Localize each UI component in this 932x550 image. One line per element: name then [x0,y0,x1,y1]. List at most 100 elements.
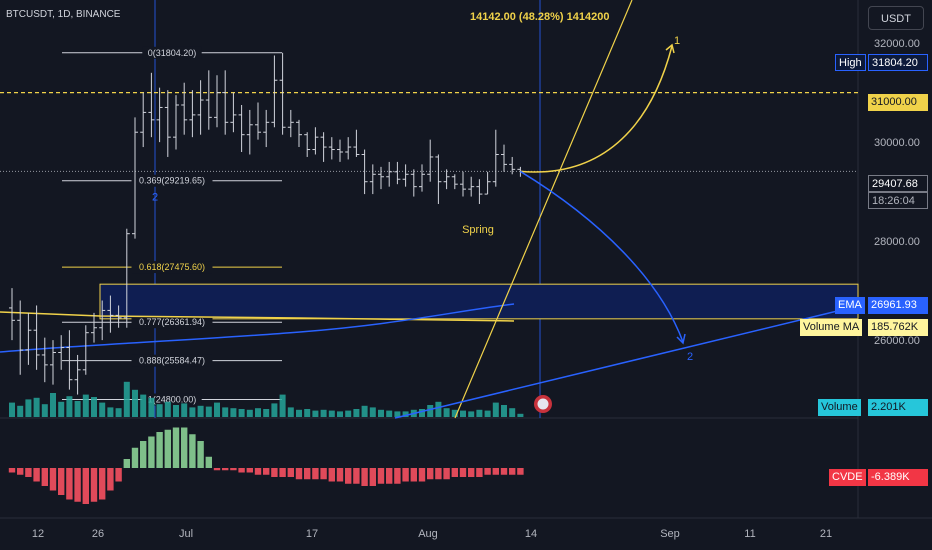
volume-bar [345,410,352,417]
cvde-bar [99,468,106,500]
volume-bar [304,409,311,417]
ohlc-bar [9,288,15,341]
ohlc-bar [361,149,368,195]
volume-bar [164,401,171,417]
ohlc-bar [123,228,130,328]
cvde-bar [156,432,163,468]
ohlc-bar [50,340,56,385]
ohlc-bar [214,75,220,128]
cvde-value: -6.389K [868,469,928,486]
ohlc-bar [156,87,163,143]
volume-bar [205,406,212,417]
ohlc-bar [402,164,409,187]
cvde-bar [230,468,237,471]
volume-bar [320,409,327,417]
cvde-bar [476,468,483,477]
ema-tag: EMA [835,297,865,314]
fib-label-bg [142,393,202,406]
volume-bar [9,402,15,417]
cvde-bar [468,468,475,477]
cvde-bar [58,468,65,495]
volume-bar [148,397,155,417]
volume-bar [91,397,97,417]
cvde-bar [49,468,57,491]
volume-bar [255,408,261,417]
fib-label-bg [131,174,213,187]
ohlc-bar [74,354,81,395]
volume-bar [361,405,368,417]
cvde-bar [402,468,409,482]
cvde-bar [459,468,467,477]
cvde-bar [361,468,368,486]
currency-button[interactable]: USDT [868,6,924,30]
cvde-bar [213,468,221,471]
cvde-bar [140,441,147,468]
ohlc-bar [115,305,122,328]
current-price-tag: 29407.68 [868,175,928,192]
volume-ma-tag: Volume MA [800,319,863,336]
ohlc-bar [255,102,261,140]
ohlc-bar [320,132,327,162]
cvde-bar [66,468,73,500]
volume-bar [115,408,122,417]
cvde-bar [386,468,393,484]
cvde-bar [197,441,204,468]
volume-bar [132,389,138,417]
volume-bar [287,407,294,417]
volume-bar [386,410,393,417]
volume-bar [468,411,475,417]
price-axis-label: 32000.00 [874,38,920,50]
flag-icon [537,398,549,410]
volume-bar [33,397,40,417]
fib-label: 0.369(29219.65) [139,176,205,186]
ohlc-bar [501,144,507,172]
volume-bar [41,404,48,417]
volume-bar [58,401,65,417]
cvde-bar [8,468,16,473]
ohlc-bar [460,171,466,197]
cvde-bar [115,468,122,482]
ohlc-bar [492,129,499,187]
cvde-bar [492,468,499,475]
ohlc-bar [181,82,188,135]
time-axis-label: Jul [179,528,193,540]
volume-bar [460,410,466,417]
cvde-bar [427,468,434,480]
volume-bar [394,411,401,417]
ohlc-bar [17,300,24,375]
cvde-bar [82,468,89,504]
fib-label: 0.888(25584.47) [139,356,205,366]
ohlc-bar [246,109,253,155]
volume-bar [107,407,114,417]
ohlc-bar [132,117,138,239]
volume-bar [238,409,245,417]
bear-projection-arrow [676,333,686,345]
volume-bar [230,408,237,417]
volume-bar [189,407,196,417]
ema-line [0,303,515,353]
volume-bar [222,407,229,417]
cvde-bar [90,468,98,502]
ohlc-bar [33,305,40,370]
time-axis-label: 12 [32,528,44,540]
ohlc-bar [238,104,245,153]
ohlc-bar [271,55,278,128]
high-value: 31804.20 [868,54,928,71]
cvde-bar [418,468,426,482]
ohlc-bar [173,95,179,150]
ohlc-bar [345,137,352,160]
volume-bar [99,402,106,417]
ohlc-bar [484,171,491,195]
volume-bar [74,401,81,417]
volume-bar [451,409,458,417]
ohlc-bar [25,312,32,365]
volume-bar [140,394,147,417]
ohlc-bar [197,80,204,135]
cvde-bar [451,468,458,477]
ohlc-bar [468,176,475,197]
ohlc-bar [287,109,294,138]
volume-bar [25,399,32,417]
fib-label: 1(24800.00) [148,395,197,405]
volume-bar [501,405,507,417]
